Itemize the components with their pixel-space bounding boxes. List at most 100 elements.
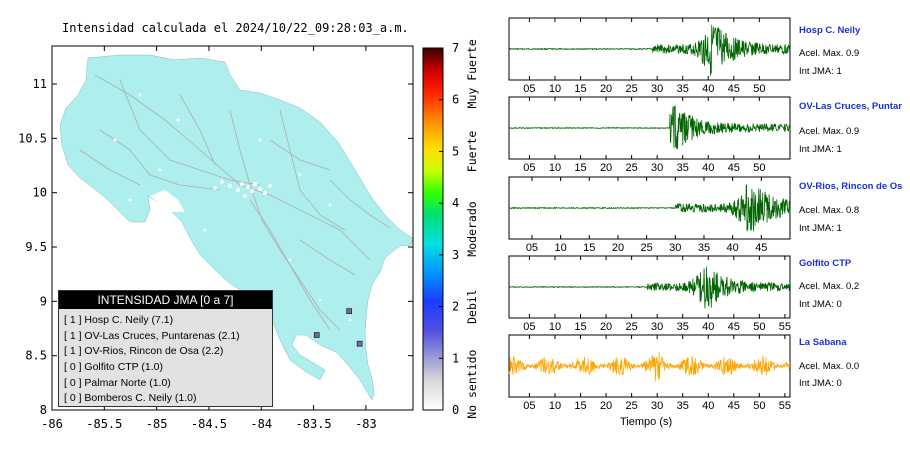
colorbar-tick-label: 6 — [452, 93, 459, 107]
map-y-tick-label: 8.5 — [25, 349, 47, 363]
wf-accel: Acel. Max. 0.9 — [799, 126, 860, 137]
map-x-tick-label: -84.5 — [191, 417, 227, 431]
legend-item: [ 1 ] OV-Rios, Rincon de Osa (2.2) — [64, 345, 224, 358]
waveform-trace — [509, 24, 791, 76]
colorbar-tick-label: 7 — [452, 41, 459, 55]
time-axis-label: Tiempo (s) — [620, 416, 673, 428]
wf-accel: Acel. Max. 0.0 — [799, 361, 860, 372]
wf-station-name: Hosp C. Neily — [799, 25, 861, 36]
wf-jma: Int JMA: 1 — [799, 66, 842, 77]
waveform-tick-label: 05 — [523, 83, 535, 95]
waveform-tick-label: 35 — [677, 321, 689, 333]
waveform-panel: 05 10 15 20 25 30 35 40 45 — [508, 176, 791, 254]
waveform-tick-label: 05 — [526, 242, 538, 254]
waveform-tick-label: 25 — [625, 162, 637, 174]
waveform-tick-label: 45 — [728, 162, 740, 174]
wf-station-name: OV-Rios, Rincon de Os — [799, 181, 903, 192]
waveform-tick-label: 15 — [574, 400, 586, 412]
waveform-panel: 05 10 15 20 25 30 35 40 45 50 — [508, 96, 791, 174]
colorbar-category-label: No sentido — [465, 349, 479, 418]
legend-item: [ 1 ] OV-Las Cruces, Puntarenas (2.1) — [64, 329, 240, 342]
waveform-panel: 05 10 15 20 25 30 35 40 45 50 — [508, 17, 791, 95]
colorbar-tick-label: 4 — [452, 196, 459, 210]
waveform-tick-label: 40 — [702, 321, 714, 333]
waveform-tick-label: 30 — [669, 242, 681, 254]
waveform-tick-label: 20 — [600, 321, 612, 333]
waveform-tick-label: 25 — [641, 242, 653, 254]
waveform-tick-label: 45 — [728, 321, 740, 333]
waveform-tick-label: 20 — [600, 162, 612, 174]
waveform-tick-label: 50 — [753, 83, 765, 95]
waveform-tick-label: 15 — [574, 162, 586, 174]
wf-station-name: OV-Las Cruces, Puntar — [799, 101, 902, 112]
waveform-tick-label: 10 — [549, 321, 561, 333]
station-marker — [356, 340, 363, 347]
waveform-tick-label: 20 — [600, 400, 612, 412]
waveform-trace — [508, 105, 791, 150]
waveform-tick-label: 45 — [755, 242, 767, 254]
map-y-tick-label: 11 — [33, 77, 47, 91]
waveform-tick-label: 55 — [779, 400, 791, 412]
colorbar-tick-label: 5 — [452, 144, 459, 158]
wf-station-name: La Sabana — [799, 337, 847, 348]
costa-rica-land — [59, 54, 413, 401]
map-frame — [51, 45, 414, 411]
waveform-tick-label: 15 — [583, 242, 595, 254]
map-y-tick-label: 8 — [40, 403, 47, 417]
station-marker — [346, 308, 353, 314]
waveform-tick-label: 30 — [651, 400, 663, 412]
waveform-tick-label: 35 — [677, 83, 689, 95]
map-x-tick-label: -84 — [250, 417, 272, 431]
map-y-tick-label: 9.5 — [25, 240, 47, 254]
map-title: Intensidad calculada el 2024/10/22_09:28… — [62, 21, 409, 35]
map-x-tick-label: -85 — [146, 417, 168, 431]
legend-item: [ 1 ] Hosp C. Neily (7.1) — [64, 314, 174, 326]
colorbar-tick-label: 3 — [452, 248, 459, 262]
waveform-tick-label: 05 — [523, 162, 535, 174]
wf-station-name: Golfito CTP — [799, 258, 852, 269]
waveform-tick-label: 05 — [523, 400, 535, 412]
colorbar — [422, 47, 444, 411]
waveform-tick-label: 15 — [574, 321, 586, 333]
map-x-tick-label: -83.5 — [296, 417, 332, 431]
station-marker — [313, 332, 320, 338]
colorbar-tick-label: 2 — [452, 300, 459, 314]
waveform-tick-label: 40 — [702, 400, 714, 412]
waveform-tick-label: 35 — [677, 400, 689, 412]
waveform-panel: 05 10 15 20 25 30 35 40 45 50 55 — [508, 334, 791, 412]
waveform-tick-label: 35 — [677, 162, 689, 174]
colorbar-category-label: Debil — [465, 289, 479, 324]
map-y-tick-label: 10.5 — [18, 131, 47, 145]
waveform-tick-label: 50 — [753, 400, 765, 412]
waveform-tick-label: 50 — [753, 162, 765, 174]
wf-jma: Int JMA: 1 — [799, 144, 842, 155]
intensity-legend: INTENSIDAD JMA [0 a 7] [ 1 ] Hosp C. Nei… — [58, 290, 273, 407]
colorbar-category-label: Moderado — [465, 201, 479, 256]
waveform-trace — [508, 183, 791, 232]
waveform-tick-label: 10 — [549, 83, 561, 95]
wf-accel: Acel. Max. 0.2 — [799, 281, 860, 292]
legend-item: [ 0 ] Golfito CTP (1.0) — [64, 361, 164, 374]
waveform-tick-label: 40 — [702, 162, 714, 174]
waveform-tick-label: 30 — [651, 321, 663, 333]
waveform-tick-label: 10 — [549, 400, 561, 412]
colorbar-tick-label: 1 — [452, 351, 459, 365]
colorbar-category-label: Muy Fuerte — [465, 39, 479, 108]
legend-item: [ 0 ] Palmar Norte (1.0) — [64, 376, 171, 389]
colorbar-category-label: Fuerte — [465, 131, 479, 173]
waveform-tick-label: 10 — [554, 242, 566, 254]
waveform-tick-label: 40 — [702, 83, 714, 95]
map-x-tick-label: -83 — [355, 417, 377, 431]
waveform-tick-label: 45 — [728, 400, 740, 412]
waveform-tick-label: 25 — [625, 400, 637, 412]
waveform-tick-label: 55 — [779, 321, 791, 333]
map-y-tick-label: 10 — [33, 186, 47, 200]
waveform-tick-label: 35 — [698, 242, 710, 254]
waveform-tick-label: 05 — [523, 321, 535, 333]
waveform-panel: 05 10 15 20 25 30 35 40 45 50 55 — [508, 255, 791, 333]
waveform-tick-label: 20 — [600, 83, 612, 95]
wf-jma: Int JMA: 0 — [799, 378, 842, 389]
waveform-tick-label: 45 — [728, 83, 740, 95]
waveform-tick-label: 40 — [727, 242, 739, 254]
waveform-tick-label: 30 — [651, 162, 663, 174]
